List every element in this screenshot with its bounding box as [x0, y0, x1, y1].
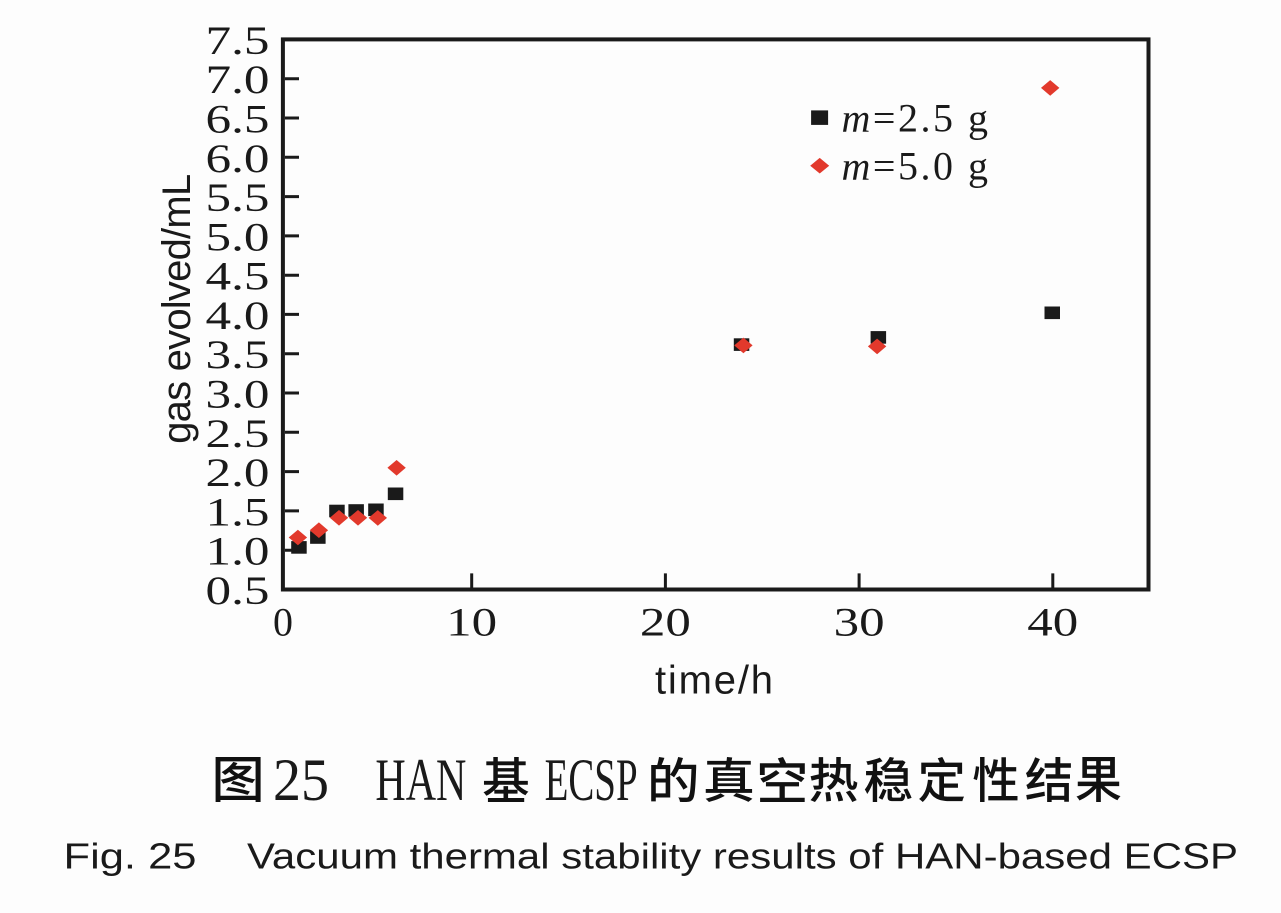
svg-text:10: 10 — [446, 600, 497, 645]
svg-text:20: 20 — [640, 600, 691, 645]
svg-text:1.0: 1.0 — [206, 529, 270, 574]
svg-text:25: 25 — [273, 747, 329, 813]
svg-text:0: 0 — [273, 600, 293, 645]
svg-text:2.5: 2.5 — [206, 411, 270, 456]
svg-text:7.0: 7.0 — [206, 57, 270, 102]
svg-text:7.5: 7.5 — [206, 18, 270, 63]
svg-text:ECSP: ECSP — [545, 747, 638, 813]
svg-text:40: 40 — [1027, 600, 1078, 645]
svg-text:Vacuum thermal stability resul: Vacuum thermal stability results of HAN-… — [247, 836, 1238, 877]
svg-text:1.5: 1.5 — [206, 489, 270, 534]
svg-text:0.5: 0.5 — [206, 568, 270, 613]
svg-text:m=2.5 g: m=2.5 g — [842, 95, 991, 140]
svg-text:5.0: 5.0 — [206, 214, 270, 259]
svg-text:time/h: time/h — [655, 658, 773, 702]
svg-text:m=5.0 g: m=5.0 g — [842, 144, 991, 189]
svg-text:Fig. 25: Fig. 25 — [64, 836, 197, 877]
svg-text:4.5: 4.5 — [206, 254, 270, 299]
svg-text:30: 30 — [834, 600, 885, 645]
svg-text:4.0: 4.0 — [206, 293, 270, 338]
svg-text:3.0: 3.0 — [206, 372, 270, 417]
svg-text:2.0: 2.0 — [206, 450, 270, 495]
svg-text:5.5: 5.5 — [206, 175, 270, 220]
svg-text:6.5: 6.5 — [206, 97, 270, 142]
svg-text:6.0: 6.0 — [206, 136, 270, 181]
svg-text:HAN: HAN — [375, 747, 466, 813]
svg-text:gas evolved/mL: gas evolved/mL — [155, 174, 199, 444]
svg-text:3.5: 3.5 — [206, 332, 270, 377]
